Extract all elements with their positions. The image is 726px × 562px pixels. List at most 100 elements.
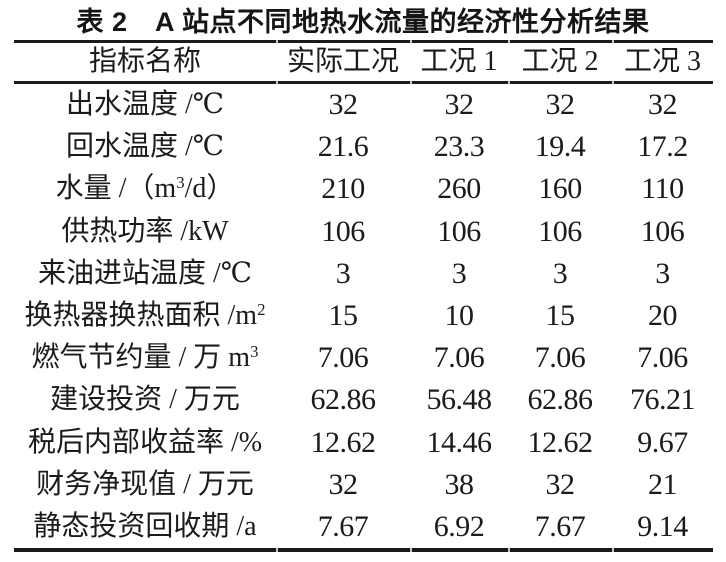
- table-row: 回水温度 /℃ 21.6 23.3 19.4 17.2: [14, 126, 713, 168]
- cell-value: 76.21: [630, 383, 696, 417]
- cell-value: 7.67: [534, 509, 586, 543]
- cell-value: 19.4: [534, 130, 586, 164]
- cell-value: 62.86: [527, 383, 594, 417]
- cell-value: 23.3: [433, 130, 485, 164]
- table-row: 出水温度 /℃ 32 32 32 32: [14, 84, 713, 126]
- cell-value: 56.48: [426, 383, 493, 417]
- row-label-text: 建设投资 / 万元: [50, 384, 240, 416]
- cell-value: 10: [444, 298, 475, 332]
- header-cell-case-3: 工况 3: [623, 46, 701, 77]
- cell-value: 32: [545, 88, 576, 121]
- row-label: 建设投资 / 万元: [14, 379, 276, 424]
- row-label: 财务净现值 / 万元: [14, 464, 276, 509]
- row-label: 出水温度 /℃: [14, 84, 276, 129]
- column-gap-notch: [612, 548, 614, 553]
- cell-value: 210: [321, 172, 365, 206]
- cell-value: 110: [641, 172, 684, 206]
- cell-value: 7.06: [534, 341, 586, 375]
- table-header-row: 指标名称 实际工况 工况 1 工况 2 工况 3: [14, 43, 713, 81]
- rule-under-header: [14, 81, 713, 84]
- column-gap-notch: [508, 548, 510, 553]
- row-label-text: 水量 /（m: [55, 173, 177, 205]
- row-label: 静态投资回收期 /a: [14, 506, 276, 551]
- header-cell-indicator: 指标名称: [88, 46, 201, 77]
- row-label-text: 回水温度 /℃: [65, 131, 225, 163]
- cell-value: 14.46: [426, 425, 493, 459]
- cell-value: 7.06: [317, 341, 369, 375]
- row-label: 水量 /（m3/d）: [14, 168, 276, 213]
- cell-value: 38: [444, 467, 475, 501]
- header-cell-case-1: 工况 1: [420, 46, 498, 77]
- header-cell-case-2: 工况 2: [521, 46, 599, 77]
- rule-bottom: [14, 548, 713, 553]
- row-label: 税后内部收益率 /%: [14, 422, 276, 467]
- cell-value: 9.14: [637, 509, 688, 543]
- column-gap-notch: [276, 40, 278, 43]
- cell-value: 17.2: [637, 130, 688, 164]
- cell-value: 15: [328, 298, 359, 332]
- cell-value: 3: [335, 256, 351, 290]
- row-label: 回水温度 /℃: [14, 126, 276, 171]
- row-label-text: 供热功率 /kW: [61, 215, 229, 247]
- cell-value: 3: [552, 256, 568, 290]
- cell-value: 20: [648, 298, 678, 332]
- column-gap-notch: [276, 548, 278, 553]
- row-label: 换热器换热面积 /m2: [14, 295, 276, 340]
- cell-value: 21.6: [317, 130, 369, 164]
- table-row: 供热功率 /kW 106 106 106 106: [14, 211, 713, 253]
- column-gap-notch: [410, 81, 412, 84]
- row-label-text: 来油进站温度 /℃: [37, 257, 253, 289]
- cell-value: 106: [321, 214, 365, 248]
- column-gap-notch: [410, 548, 412, 553]
- cell-value: 3: [655, 256, 670, 290]
- cell-value: 7.06: [637, 341, 688, 375]
- row-label-text: 财务净现值 / 万元: [36, 468, 254, 500]
- row-label-text: 燃气节约量 / 万 m: [31, 342, 251, 374]
- table-row: 换热器换热面积 /m2 15 10 15 20: [14, 295, 713, 337]
- column-gap-notch: [276, 81, 278, 84]
- cell-value: 32: [648, 88, 678, 121]
- cell-value: 62.86: [310, 383, 377, 417]
- cell-value: 32: [328, 88, 359, 121]
- row-label: 燃气节约量 / 万 m3: [14, 337, 276, 382]
- cell-value: 106: [437, 214, 481, 248]
- table-body: 出水温度 /℃ 32 32 32 32 回水温度 /℃ 21.6 23.3 19…: [0, 84, 726, 548]
- column-gap-notch: [508, 40, 510, 43]
- table-row: 水量 /（m3/d） 210 260 160 110: [14, 168, 713, 210]
- row-label: 供热功率 /kW: [14, 211, 276, 256]
- rule-top: [14, 40, 713, 43]
- column-gap-notch: [612, 40, 614, 43]
- cell-value: 32: [545, 467, 576, 501]
- cell-value: 15: [545, 298, 576, 332]
- table-title: 表 2 A 站点不同地热水流量的经济性分析结果: [76, 7, 650, 37]
- cell-value: 3: [451, 256, 467, 290]
- row-label-text: 换热器换热面积 /m: [24, 299, 258, 331]
- cell-value: 260: [437, 172, 481, 206]
- cell-value: 106: [538, 214, 582, 248]
- cell-value: 160: [538, 172, 582, 206]
- row-label-superscript: 3: [176, 173, 185, 193]
- column-gap-notch: [508, 81, 510, 84]
- table-row: 燃气节约量 / 万 m3 7.06 7.06 7.06 7.06: [14, 337, 713, 379]
- row-label-text: 税后内部收益率 /%: [27, 426, 263, 458]
- cell-value: 12.62: [310, 425, 377, 459]
- cell-value: 32: [328, 467, 359, 501]
- cell-value: 9.67: [637, 425, 688, 459]
- cell-value: 32: [444, 88, 475, 121]
- cell-value: 106: [640, 214, 685, 248]
- cell-value: 21: [648, 467, 678, 501]
- row-label-superscript: 3: [250, 341, 259, 361]
- row-label: 来油进站温度 /℃: [14, 253, 276, 298]
- column-gap-notch: [612, 81, 614, 84]
- table-row: 财务净现值 / 万元 32 38 32 21: [14, 464, 713, 506]
- table-row: 税后内部收益率 /% 12.62 14.46 12.62 9.67: [14, 422, 713, 464]
- row-label-superscript: 2: [257, 299, 266, 319]
- row-label-text: 静态投资回收期 /a: [33, 510, 257, 542]
- table-row: 静态投资回收期 /a 7.67 6.92 7.67 9.14: [14, 506, 713, 548]
- cell-value: 7.06: [433, 341, 485, 375]
- row-label-text-post: /d）: [184, 173, 235, 205]
- row-label-text: 出水温度 /℃: [65, 89, 225, 120]
- column-gap-notch: [410, 40, 412, 43]
- cell-value: 7.67: [317, 509, 369, 543]
